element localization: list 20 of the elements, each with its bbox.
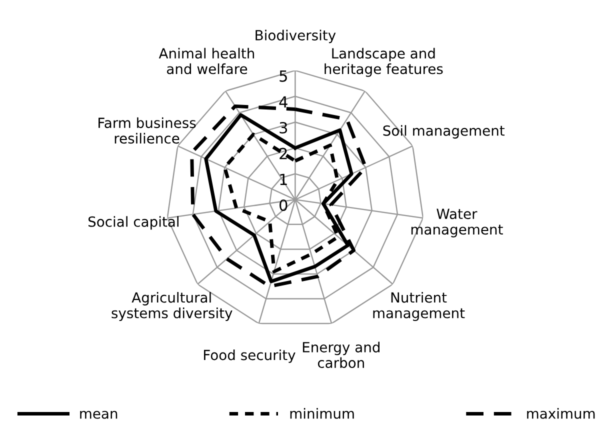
y-tick-label: 3 — [280, 122, 288, 134]
legend-label: minimum — [290, 408, 354, 419]
spoke-label: Food security — [204, 349, 296, 363]
spoke-label: Biodiversity — [256, 30, 336, 44]
spoke-label: Nutrient management — [373, 292, 465, 321]
spoke-label: Farm business resilience — [98, 117, 196, 144]
spoke-label: Energy and carbon — [302, 342, 380, 368]
y-tick-label: 5 — [280, 70, 287, 82]
spoke-label: Animal health and welfare — [158, 48, 254, 74]
y-tick-label: 0 — [280, 199, 288, 212]
spoke-label: Social capital — [88, 216, 178, 230]
spoke-label: Agricultural systems diversity — [112, 292, 232, 321]
spoke-label: Soil management — [383, 125, 505, 139]
y-tick-label: 1 — [280, 174, 287, 185]
y-tick-label: 2 — [280, 148, 287, 160]
spoke-label: Water management — [411, 208, 503, 238]
legend-label: mean — [80, 410, 118, 419]
y-tick-label: 4 — [279, 96, 288, 108]
legend-label: maximum — [527, 408, 595, 419]
spoke-label: Landscape and heritage features — [324, 48, 443, 77]
